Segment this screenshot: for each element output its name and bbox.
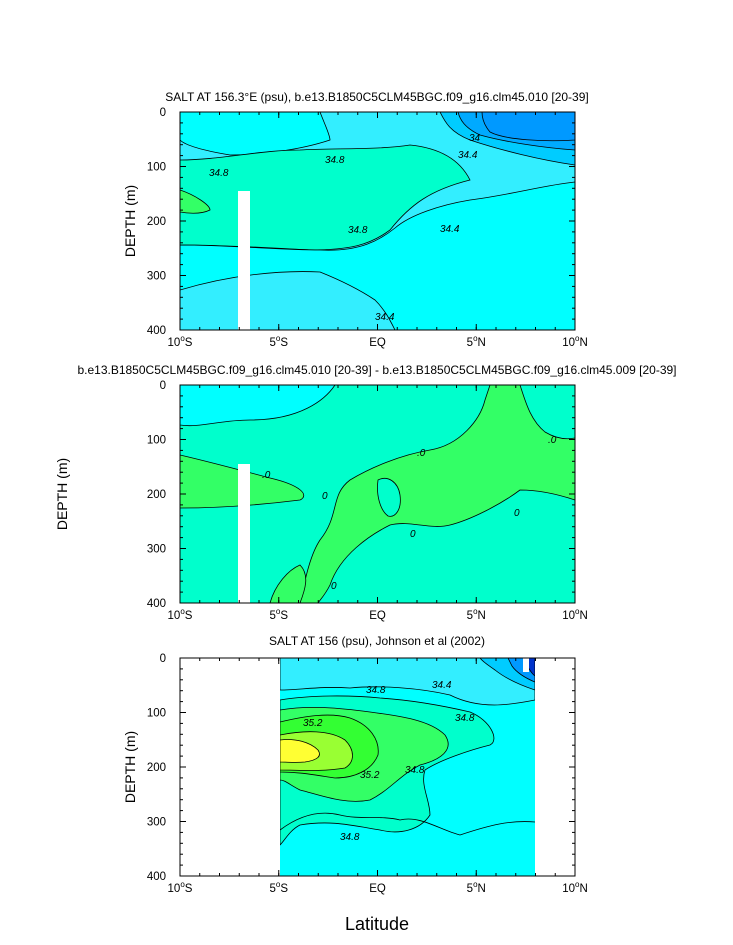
panel-2-contour-label-2: .0 [417,448,426,459]
panel-1-axes: 10oS 5oS EQ 5oN 10oN 0 100 200 300 400 [147,107,588,349]
x-tick-label: 5oN [467,880,486,895]
panel-2-missing-data-strip [238,464,250,603]
panel-1-contour-label-5: 34.8 [348,225,368,236]
x-tick-label: 5oS [269,607,288,622]
panel-3-contour-label-3: 35.2 [303,718,323,729]
panel-1-contour-label-4: 34.8 [325,155,345,166]
y-tick-label: 200 [147,489,166,501]
x-tick-label: EQ [369,883,386,895]
x-tick-label: EQ [369,610,386,622]
panel-3-contour-label-1: 34.8 [366,685,386,696]
x-tick-label: 5oS [269,880,288,895]
y-tick-label: 100 [147,162,166,174]
panel-3-contours [280,658,535,876]
panel-3-missing-data-notch [523,658,529,672]
panel-3: SALT AT 156 (psu), Johnson et al (2002) … [122,634,588,934]
x-tick-label: 5oS [269,334,288,349]
panel-1-region-green [180,189,211,214]
panel-1-contours [180,112,575,330]
panel-1-contour-label-2: 34.4 [458,150,478,161]
panel-2-region-cyan-top [180,385,336,427]
panel-2-region-aqua-pocket [377,478,401,517]
x-tick-label: EQ [369,337,386,349]
panel-2-contour-label-3: 0 [322,491,328,502]
panel-3-title: SALT AT 156 (psu), Johnson et al (2002) [269,634,485,648]
x-tick-label: 10oN [562,334,588,349]
panel-2: b.e13.B1850C5CLM45BGC.f09_g16.clm45.010 … [54,363,677,622]
panel-3-contour-label-4: 34.8 [455,713,475,724]
panel-3-region-yellow [280,739,320,763]
y-tick-label: 400 [147,598,166,610]
panel-2-title: b.e13.B1850C5CLM45BGC.f09_g16.clm45.010 … [77,363,676,377]
panel-1-title: SALT AT 156.3°E (psu), b.e13.B1850C5CLM4… [165,90,589,104]
y-tick-label: 0 [160,380,166,392]
panel-2-contour-label-5: 0 [410,529,416,540]
panel-2-contour-label-4: 0 [514,508,520,519]
x-axis-label: Latitude [345,914,409,934]
y-tick-label: 400 [147,871,166,883]
panel-1-contour-label-6: 34.4 [440,224,460,235]
x-tick-label: 10oN [562,607,588,622]
panel-3-contour-label-5: 35.2 [360,770,380,781]
panel-1: SALT AT 156.3°E (psu), b.e13.B1850C5CLM4… [122,90,589,349]
x-tick-label: 5oN [467,334,486,349]
y-tick-label: 100 [147,708,166,720]
y-tick-label: 300 [147,544,166,556]
panel-3-y-axis-label: DEPTH (m) [122,731,138,803]
y-tick-label: 200 [147,216,166,228]
y-tick-label: 300 [147,271,166,283]
panel-1-contour-label-3: 34.8 [209,168,229,179]
y-tick-label: 300 [147,817,166,829]
panel-2-contour-labels: .0 .0 0 0 0 0 .0 [262,435,557,592]
panel-3-axes: 10oS 5oS EQ 5oN 10oN 0 100 200 300 400 [147,653,588,895]
y-tick-label: 400 [147,325,166,337]
panel-1-contour-label-1: 34 [469,133,481,144]
panel-3-contour-label-7: 34.8 [340,832,360,843]
y-tick-label: 200 [147,762,166,774]
panel-2-region-green-bottom [269,564,307,603]
panel-1-contour-label-7: 34.4 [375,312,395,323]
panel-1-contour-labels: 34 34.4 34.8 34.8 34.8 34.4 34.4 [209,133,481,323]
panel-1-y-axis-label: DEPTH (m) [122,185,138,257]
panel-3-deep-contour [280,812,535,836]
x-tick-label: 10oN [562,880,588,895]
panel-3-contour-label-6: 34.8 [405,765,425,776]
panel-2-contours [180,385,575,603]
panel-3-contour-labels: 34.8 34.4 35.2 34.8 35.2 34.8 34.8 [303,680,475,843]
panel-1-region-dark-blue [481,112,575,142]
panel-3-region-light-cyan [280,658,535,706]
y-tick-label: 0 [160,107,166,119]
x-tick-label: 10oS [168,880,193,895]
panel-1-missing-data-strip [238,191,250,330]
y-tick-label: 100 [147,435,166,447]
y-tick-label: 0 [160,653,166,665]
x-tick-label: 5oN [467,607,486,622]
panel-3-contour-label-2: 34.4 [432,680,452,691]
panel-2-y-axis-label: DEPTH (m) [54,458,70,530]
x-tick-label: 10oS [168,607,193,622]
panel-2-contour-label-6: 0 [331,581,337,592]
x-tick-label: 10oS [168,334,193,349]
panel-2-contour-label-7: .0 [548,435,557,446]
panel-2-axes: 10oS 5oS EQ 5oN 10oN 0 100 200 300 400 [147,380,588,622]
panel-2-contour-label-1: .0 [262,470,271,481]
